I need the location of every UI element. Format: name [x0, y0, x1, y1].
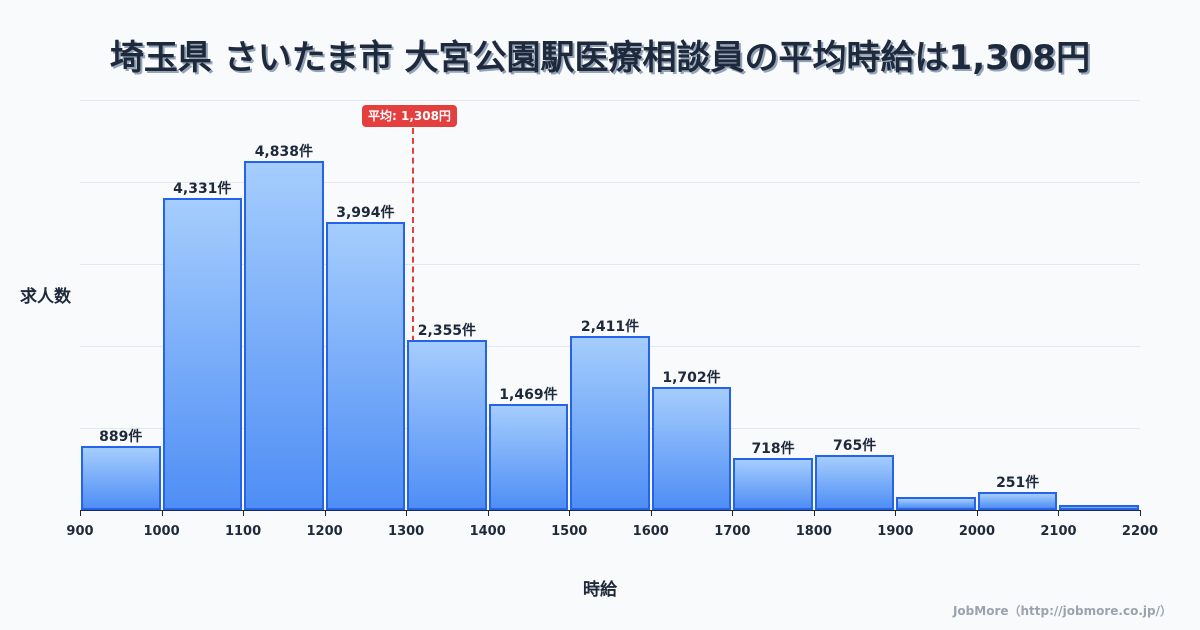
histogram-bar — [814, 454, 895, 510]
bar-value-label: 251件 — [996, 474, 1040, 491]
x-tick-label: 1000 — [143, 524, 180, 539]
histogram-bar — [81, 445, 161, 510]
gridline — [80, 264, 1140, 265]
bar-value-label: 889件 — [99, 428, 143, 445]
x-tick-label: 1400 — [469, 524, 506, 539]
bar-value-label: 718件 — [751, 441, 795, 458]
x-tick-label: 1100 — [224, 524, 262, 539]
gridline — [80, 100, 1140, 101]
x-tick — [1058, 510, 1060, 516]
x-tick — [80, 510, 81, 516]
x-tick-label: 1200 — [306, 524, 343, 539]
histogram-bar — [570, 336, 650, 510]
x-tick-label: 1500 — [551, 524, 588, 539]
x-tick-label: 900 — [66, 524, 94, 539]
x-tick — [1140, 510, 1141, 516]
gridline — [80, 182, 1140, 183]
x-tick — [650, 510, 652, 516]
x-tick — [569, 510, 571, 516]
x-tick-label: 1800 — [795, 524, 832, 539]
x-tick — [732, 510, 734, 516]
x-tick-label: 1700 — [714, 524, 751, 539]
histogram-bar — [325, 222, 406, 510]
x-tick — [161, 510, 163, 516]
bar-value-label: 2,355件 — [417, 323, 477, 340]
histogram-bar — [896, 497, 976, 510]
x-tick-label: 2100 — [1040, 524, 1077, 539]
source-credit: JobMore（http://jobmore.co.jp/） — [952, 604, 1172, 618]
bar-value-label: 765件 — [832, 437, 877, 454]
x-tick — [976, 510, 978, 516]
bar-value-label: 1,469件 — [499, 387, 558, 404]
x-tick-label: 1900 — [877, 524, 914, 539]
x-axis-label: 時給 — [583, 580, 617, 600]
x-tick — [487, 510, 489, 516]
bar-value-label: 3,994件 — [336, 205, 395, 222]
chart-title: 埼玉県 さいたま市 大宮公園駅医療相談員の平均時給は1,308円 — [109, 38, 1091, 78]
y-axis-label: 求人数 — [20, 287, 71, 307]
bar-value-label: 1,702件 — [662, 370, 721, 387]
histogram-bar — [244, 161, 324, 510]
x-tick — [813, 510, 815, 516]
x-tick-label: 1300 — [388, 524, 425, 539]
average-badge: 平均: 1,308円 — [362, 105, 457, 127]
histogram-bar — [651, 387, 732, 510]
bar-value-label: 2,411件 — [580, 319, 640, 336]
x-axis-line — [80, 510, 1140, 511]
x-tick-label: 1600 — [632, 524, 669, 539]
histogram-bar — [488, 404, 569, 510]
x-tick — [895, 510, 897, 516]
bar-value-label: 4,331件 — [173, 180, 232, 197]
x-tick — [324, 510, 326, 516]
x-tick-label: 2200 — [1121, 524, 1159, 539]
x-tick — [406, 510, 408, 516]
bar-value-label: 4,838件 — [254, 144, 313, 161]
plot-area: 889件 4,331件 4,838件 3,994件 2,355件 1,469件 2,411件… — [80, 100, 1141, 516]
x-tick-label: 2000 — [958, 524, 996, 539]
histogram-bar — [162, 197, 243, 510]
histogram-bar — [733, 458, 813, 510]
histogram-bar — [977, 491, 1058, 510]
histogram-bar — [407, 340, 487, 510]
average-line — [411, 128, 414, 510]
x-tick — [243, 510, 245, 516]
histogram-bar — [1059, 504, 1139, 510]
